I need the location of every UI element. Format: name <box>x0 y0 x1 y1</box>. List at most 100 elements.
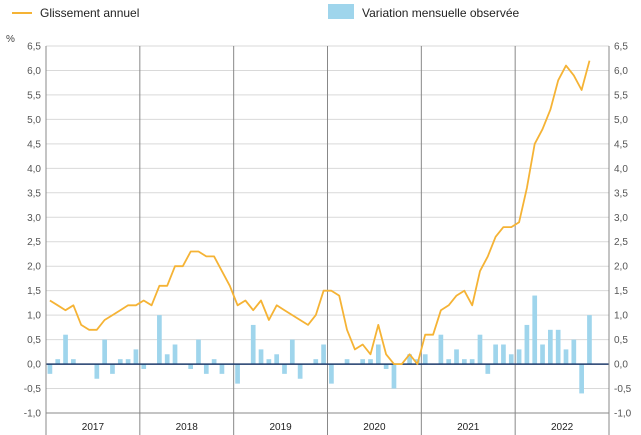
annual-line <box>49 60 591 366</box>
monthly-bar <box>438 334 444 365</box>
monthly-bar <box>266 359 272 365</box>
monthly-bar <box>454 349 459 365</box>
monthly-bar <box>579 364 584 394</box>
legend: Glissement annuel Variation mensuelle ob… <box>12 4 520 20</box>
monthly-bar <box>282 364 287 374</box>
monthly-bar <box>133 349 139 365</box>
y-tick-label-right: 2,5 <box>614 237 628 248</box>
monthly-bar <box>508 354 514 365</box>
monthly-bar <box>493 344 498 365</box>
y-tick-label-right: 3,5 <box>614 188 628 199</box>
x-tick-label-year: 2021 <box>457 422 480 433</box>
monthly-bar <box>235 364 240 384</box>
monthly-bar <box>532 295 538 365</box>
y-tick-label-left: 4,5 <box>27 139 41 150</box>
monthly-bar <box>117 359 123 365</box>
monthly-bar <box>524 324 530 365</box>
monthly-bar <box>94 364 100 379</box>
y-tick-label-right: 0,5 <box>614 335 628 346</box>
y-tick-label-right: 1,5 <box>614 286 628 297</box>
y-tick-label-right: 5,0 <box>614 115 628 126</box>
monthly-bar <box>71 359 76 365</box>
y-tick-label-left: 4,0 <box>27 164 41 175</box>
monthly-bar <box>203 364 209 374</box>
monthly-bar <box>157 315 162 365</box>
monthly-bar <box>461 359 467 365</box>
monthly-bar <box>258 349 264 365</box>
y-tick-label-right: 4,5 <box>614 139 628 150</box>
monthly-bar <box>63 334 68 365</box>
monthly-bar <box>446 359 452 365</box>
plot-frame <box>45 46 610 435</box>
x-axis: 2017 2018 2019 2020 2021 2022 <box>82 422 574 433</box>
monthly-bar <box>555 329 561 365</box>
legend-bar-swatch <box>328 4 354 19</box>
monthly-bar <box>422 354 428 365</box>
monthly-bar <box>571 339 577 365</box>
monthly-bar <box>375 344 381 365</box>
y-tick-label-left: 0,5 <box>27 335 41 346</box>
y-tick-label-left: 2,5 <box>27 237 41 248</box>
monthly-bar <box>368 359 373 365</box>
monthly-bar <box>329 364 334 384</box>
x-tick-label-year: 2018 <box>176 422 199 433</box>
monthly-bar <box>297 364 303 379</box>
legend-line-label: Glissement annuel <box>40 6 139 20</box>
monthly-bar <box>55 359 61 365</box>
monthly-bar <box>250 324 256 365</box>
y-tick-label-left: -1,0 <box>24 409 42 420</box>
monthly-bar <box>172 344 178 365</box>
monthly-bar <box>141 364 147 369</box>
y-unit-label: % <box>6 34 15 45</box>
y-tick-label-left: 6,5 <box>27 42 41 53</box>
monthly-bar <box>391 364 397 389</box>
monthly-bar <box>516 349 522 365</box>
monthly-bar <box>501 344 506 365</box>
monthly-bar <box>548 329 553 365</box>
monthly-bar <box>360 359 366 365</box>
monthly-bar <box>407 354 412 365</box>
monthly-bar <box>587 315 592 365</box>
y-tick-label-left: 6,0 <box>27 66 41 77</box>
monthly-bar <box>110 364 115 374</box>
monthly-bar <box>563 349 569 365</box>
monthly-bar <box>188 364 194 369</box>
monthly-bar <box>313 359 319 365</box>
x-tick-label-year: 2020 <box>363 422 386 433</box>
monthly-bar <box>344 359 350 365</box>
monthly-bar <box>102 339 107 365</box>
grid <box>46 45 609 435</box>
monthly-bar <box>164 354 170 365</box>
y-tick-label-right: -0,5 <box>614 384 632 395</box>
y-tick-label-left: 5,5 <box>27 90 41 101</box>
monthly-bar <box>469 359 475 365</box>
monthly-bar <box>477 334 483 365</box>
y-axis-left: -1,0 -0,5 0,0 0,5 1,0 1,5 2,0 2,5 3,0 3,5 4,0 4,5 5,… <box>24 42 42 420</box>
y-tick-label-right: 4,0 <box>614 164 628 175</box>
x-tick-label-year: 2022 <box>551 422 574 433</box>
legend-bar-label: Variation mensuelle observée <box>362 6 520 20</box>
y-tick-label-right: 6,0 <box>614 66 628 77</box>
y-tick-label-left: 1,0 <box>27 311 41 322</box>
x-tick-label-year: 2017 <box>82 422 105 433</box>
y-tick-label-right: 5,5 <box>614 90 628 101</box>
monthly-bar <box>383 364 389 369</box>
y-tick-label-left: -0,5 <box>24 384 42 395</box>
y-tick-label-right: 6,5 <box>614 42 628 53</box>
monthly-bar <box>321 344 326 365</box>
monthly-bar <box>485 364 491 374</box>
monthly-bar <box>211 359 217 365</box>
monthly-bar <box>289 339 295 365</box>
monthly-bar <box>540 344 545 365</box>
y-tick-label-right: 1,0 <box>614 311 628 322</box>
monthly-bar <box>47 364 53 374</box>
y-tick-label-left: 0,0 <box>27 360 41 371</box>
y-tick-label-left: 3,0 <box>27 213 41 224</box>
y-tick-label-right: 0,0 <box>614 360 628 371</box>
monthly-bars <box>47 295 592 394</box>
monthly-bar <box>196 339 201 365</box>
y-tick-label-left: 2,0 <box>27 262 41 273</box>
annual-line-path <box>49 60 591 366</box>
x-tick-label-year: 2019 <box>269 422 292 433</box>
